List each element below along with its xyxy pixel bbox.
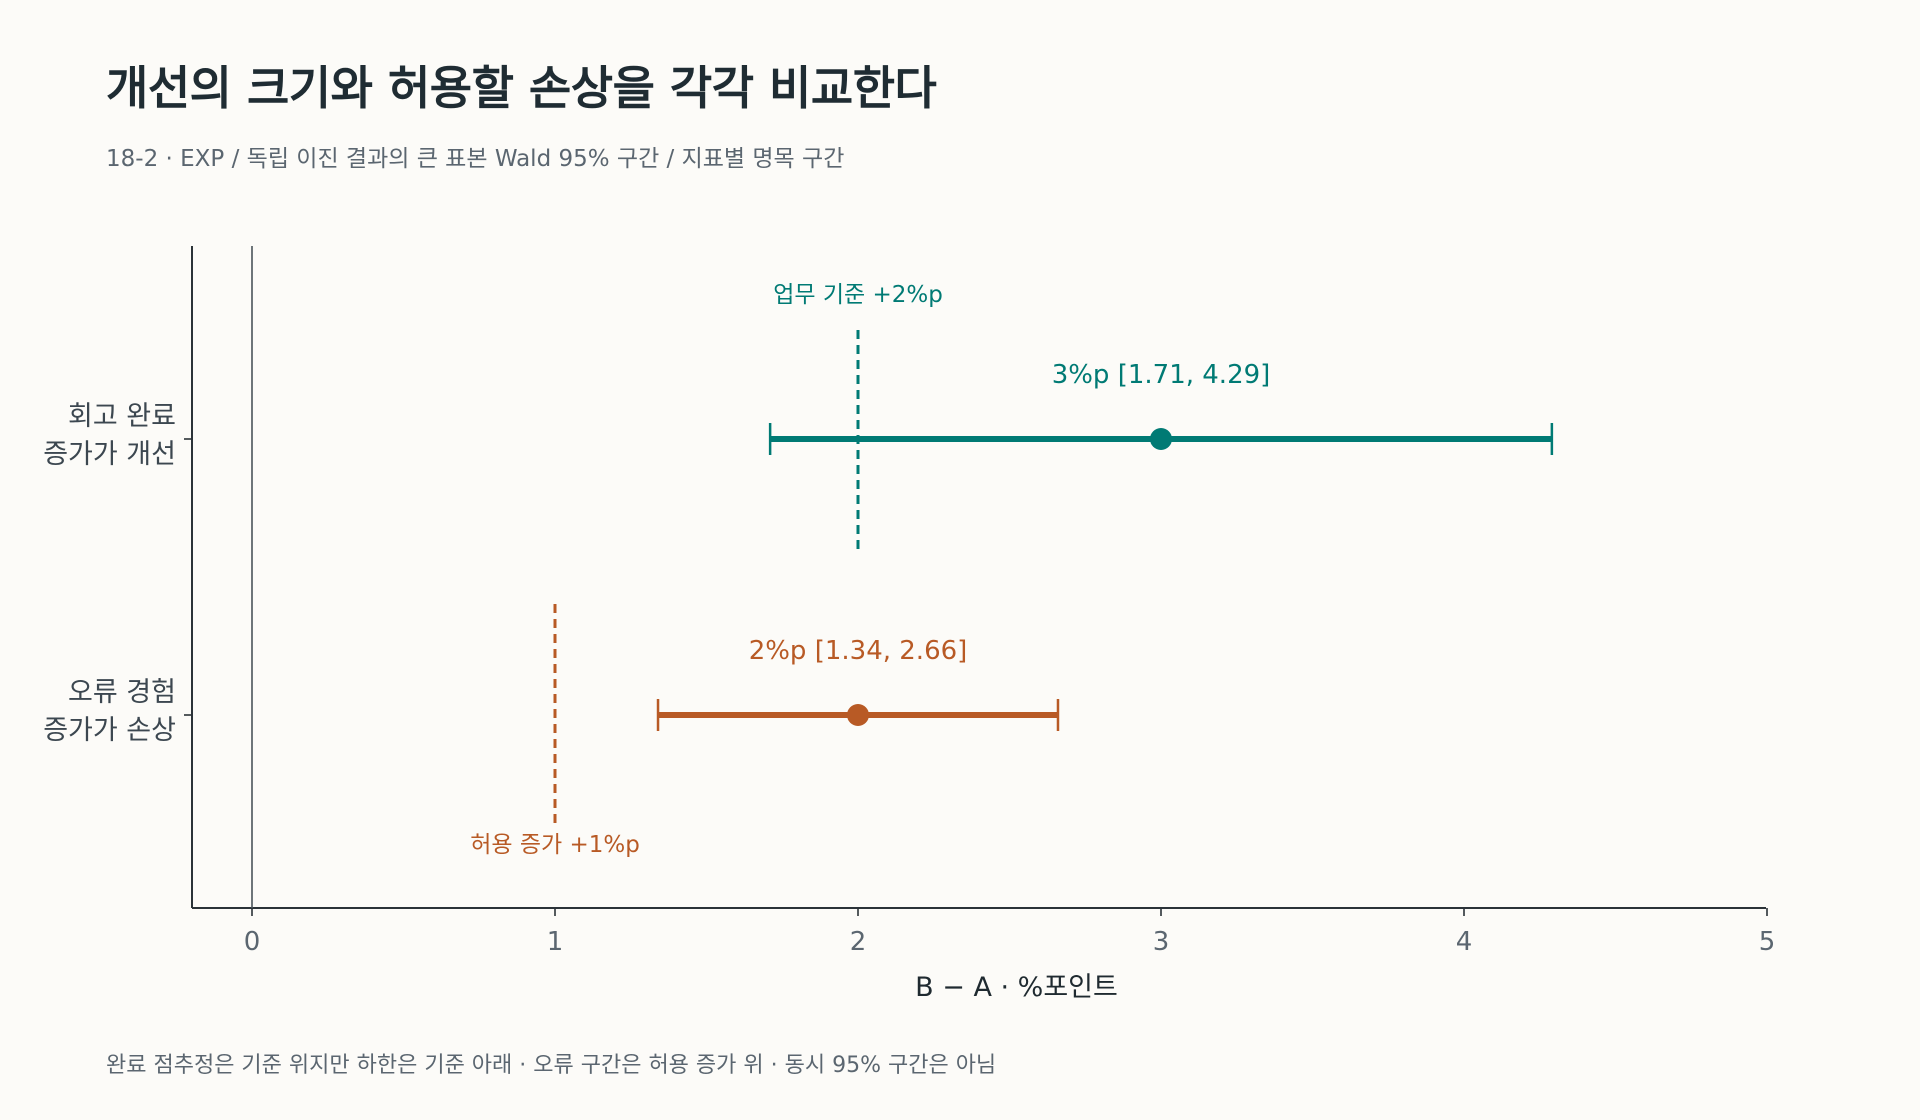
point-estimate xyxy=(847,704,869,726)
x-tick-label: 5 xyxy=(1759,927,1776,957)
x-tick-label: 4 xyxy=(1456,927,1473,957)
reference-label: 업무 기준 +2%p xyxy=(773,282,943,308)
reference-label: 허용 증가 +1%p xyxy=(470,832,640,858)
x-axis-title: B − A · %포인트 xyxy=(915,972,1118,1003)
row-label-line: 회고 완료 xyxy=(68,401,176,432)
row-label-line: 증가가 손상 xyxy=(43,715,176,746)
chart-subtitle: 18-2 · EXP / 독립 이진 결과의 큰 표본 Wald 95% 구간 … xyxy=(106,146,845,172)
chart-title: 개선의 크기와 허용할 손상을 각각 비교한다 xyxy=(106,61,937,115)
row-label-line: 증가가 개선 xyxy=(43,439,176,470)
x-tick-label: 2 xyxy=(850,927,867,957)
point-estimate xyxy=(1150,428,1172,450)
estimate-label: 3%p [1.71, 4.29] xyxy=(1052,360,1271,390)
chart-footnote: 완료 점추정은 기준 위지만 하한은 기준 아래 · 오류 구간은 허용 증가 … xyxy=(106,1053,997,1078)
row-label-line: 오류 경험 xyxy=(68,677,176,708)
estimate-label: 2%p [1.34, 2.66] xyxy=(749,636,968,666)
x-tick-label: 3 xyxy=(1153,927,1170,957)
x-tick-label: 1 xyxy=(547,927,564,957)
x-tick-label: 0 xyxy=(244,927,261,957)
